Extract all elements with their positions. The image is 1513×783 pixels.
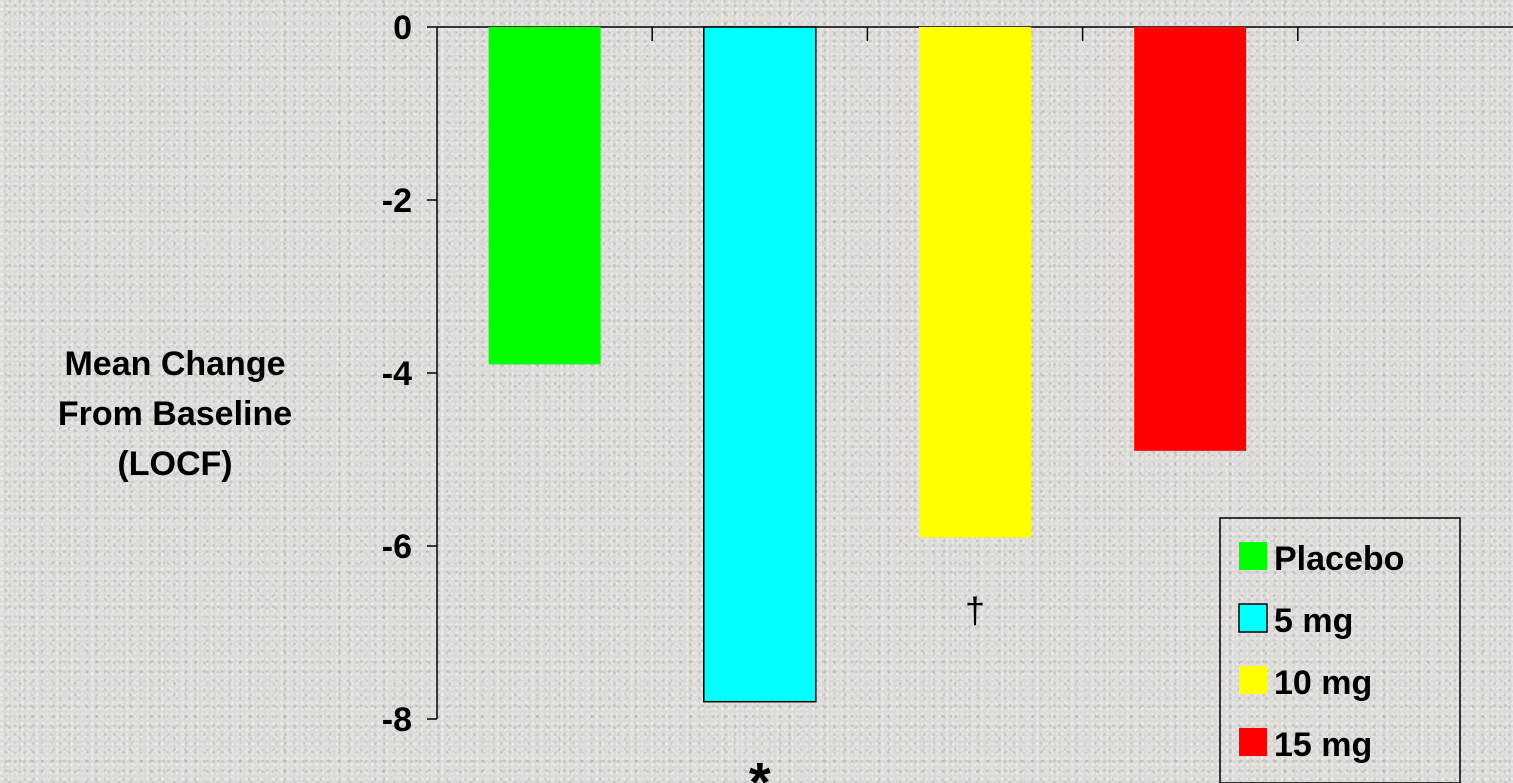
y-axis-ticks: 0 -2 -4 -6 -8 bbox=[382, 9, 437, 739]
significance-marker: * bbox=[749, 751, 771, 783]
y-axis-label: Mean Change From Baseline (LOCF) bbox=[58, 345, 292, 483]
bar-10-mg bbox=[919, 27, 1031, 538]
legend-label: Placebo bbox=[1274, 540, 1404, 578]
legend-swatch bbox=[1239, 666, 1267, 694]
legend-swatch bbox=[1239, 542, 1267, 570]
bar-placebo bbox=[488, 27, 601, 365]
y-tick-label: -6 bbox=[382, 528, 412, 566]
legend-label: 15 mg bbox=[1274, 726, 1372, 764]
significance-marker: † bbox=[965, 589, 985, 630]
y-tick-label: -8 bbox=[382, 701, 412, 739]
legend-box bbox=[1219, 517, 1461, 783]
y-axis-label-line: From Baseline bbox=[58, 395, 292, 433]
legend-swatch bbox=[1239, 728, 1267, 756]
annotations: *† bbox=[749, 589, 985, 783]
y-axis-label-line: (LOCF) bbox=[117, 445, 232, 483]
y-tick-label: -2 bbox=[382, 182, 412, 220]
legend-swatch bbox=[1238, 603, 1268, 633]
legend-label: 10 mg bbox=[1274, 664, 1372, 702]
bar-15-mg bbox=[1134, 27, 1247, 451]
bars bbox=[488, 26, 1247, 703]
legend-label: 5 mg bbox=[1274, 602, 1353, 640]
y-tick-label: 0 bbox=[393, 9, 412, 47]
y-axis-label-line: Mean Change bbox=[64, 345, 285, 383]
y-tick-label: -4 bbox=[382, 355, 412, 393]
bar-5-mg bbox=[703, 26, 817, 703]
legend: Placebo 5 mg 10 mg 15 mg bbox=[1219, 517, 1461, 783]
